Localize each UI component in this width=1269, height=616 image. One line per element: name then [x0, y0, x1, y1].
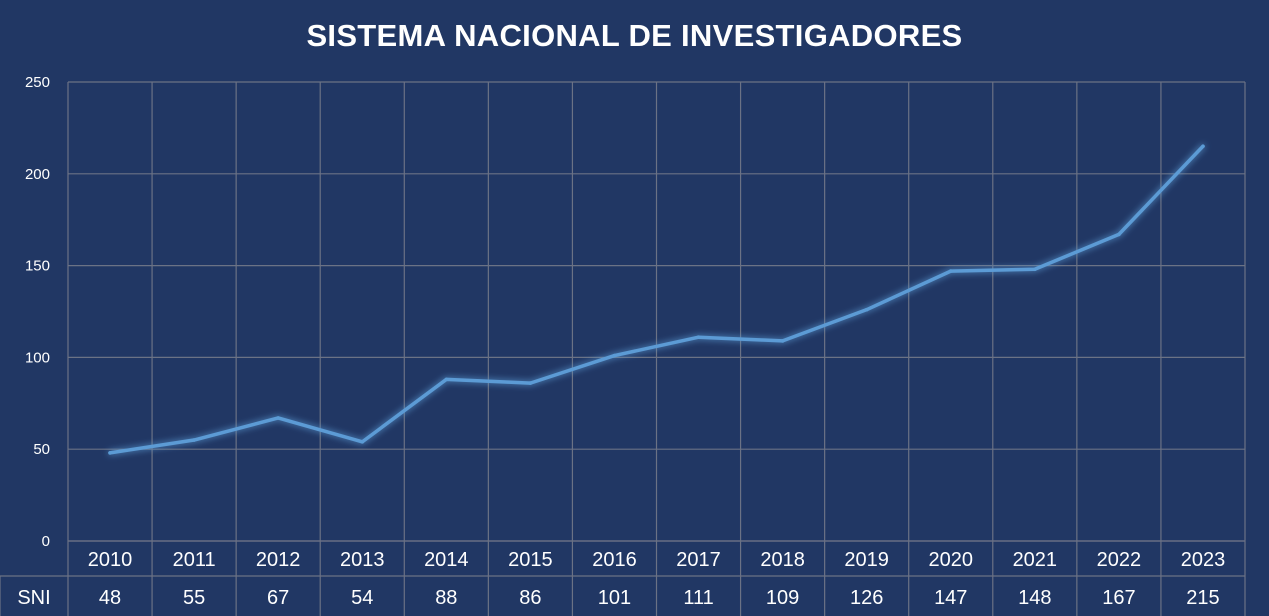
data-point [192, 438, 196, 442]
x-tick-label: 2021 [1013, 549, 1058, 571]
data-value-label: 167 [1102, 587, 1135, 609]
x-tick-label: 2012 [256, 549, 301, 571]
data-value-label: 215 [1186, 587, 1219, 609]
series-name-label: SNI [17, 587, 50, 609]
data-point [1201, 144, 1205, 149]
data-point [864, 307, 869, 312]
x-tick-label: 2015 [508, 549, 553, 571]
series-lines [108, 144, 1205, 455]
data-value-label: 147 [934, 587, 967, 609]
data-point [528, 381, 533, 385]
data-point [780, 339, 785, 343]
data-value-label: 101 [598, 587, 631, 609]
y-tick-label: 0 [42, 533, 50, 550]
chart-title: SISTEMA NACIONAL DE INVESTIGADORES [306, 18, 963, 53]
data-value-label: 86 [519, 587, 541, 609]
x-tick-label: 2011 [173, 549, 216, 571]
x-tick-label: 2023 [1181, 549, 1226, 571]
x-tick-label: 2013 [340, 549, 385, 571]
data-point [1033, 267, 1037, 272]
x-tick-label: 2018 [760, 549, 805, 571]
data-value-label: 126 [850, 587, 883, 609]
y-tick-label: 100 [25, 349, 50, 366]
data-value-label: 109 [766, 587, 799, 609]
x-tick-label: 2020 [929, 549, 974, 571]
data-value-label: 88 [435, 587, 457, 609]
y-tick-label: 50 [33, 441, 50, 458]
data-point [1117, 232, 1121, 237]
data-point [444, 377, 449, 382]
data-value-label: 55 [183, 587, 205, 609]
y-tick-label: 150 [25, 258, 50, 275]
data-point [612, 353, 617, 358]
data-value-label: 48 [99, 587, 121, 609]
x-tick-label: 2010 [88, 549, 133, 571]
x-tick-label: 2016 [592, 549, 637, 571]
data-value-label: 54 [351, 587, 373, 609]
data-value-label: 111 [683, 587, 713, 609]
data-point [696, 335, 701, 340]
x-tick-label: 2022 [1097, 549, 1142, 571]
y-tick-label: 200 [25, 166, 50, 183]
data-value-label: 148 [1018, 587, 1051, 609]
x-tick-label: 2019 [844, 549, 889, 571]
x-tick-label: 2014 [424, 549, 469, 571]
data-point [360, 440, 365, 444]
data-point [948, 269, 953, 273]
y-axis-tick-labels: 0 50 100 150 200 250 [25, 74, 50, 550]
y-tick-label: 250 [25, 74, 50, 91]
data-point [276, 416, 280, 420]
series-line [108, 144, 1205, 455]
x-tick-label: 2017 [676, 549, 721, 571]
data-value-label: 67 [267, 587, 289, 609]
data-point [108, 451, 112, 455]
grid-lines [0, 81, 1246, 616]
data-table: 2010 2011 2012 2013 2014 2015 2016 2017 2018 2019… [17, 549, 1225, 609]
